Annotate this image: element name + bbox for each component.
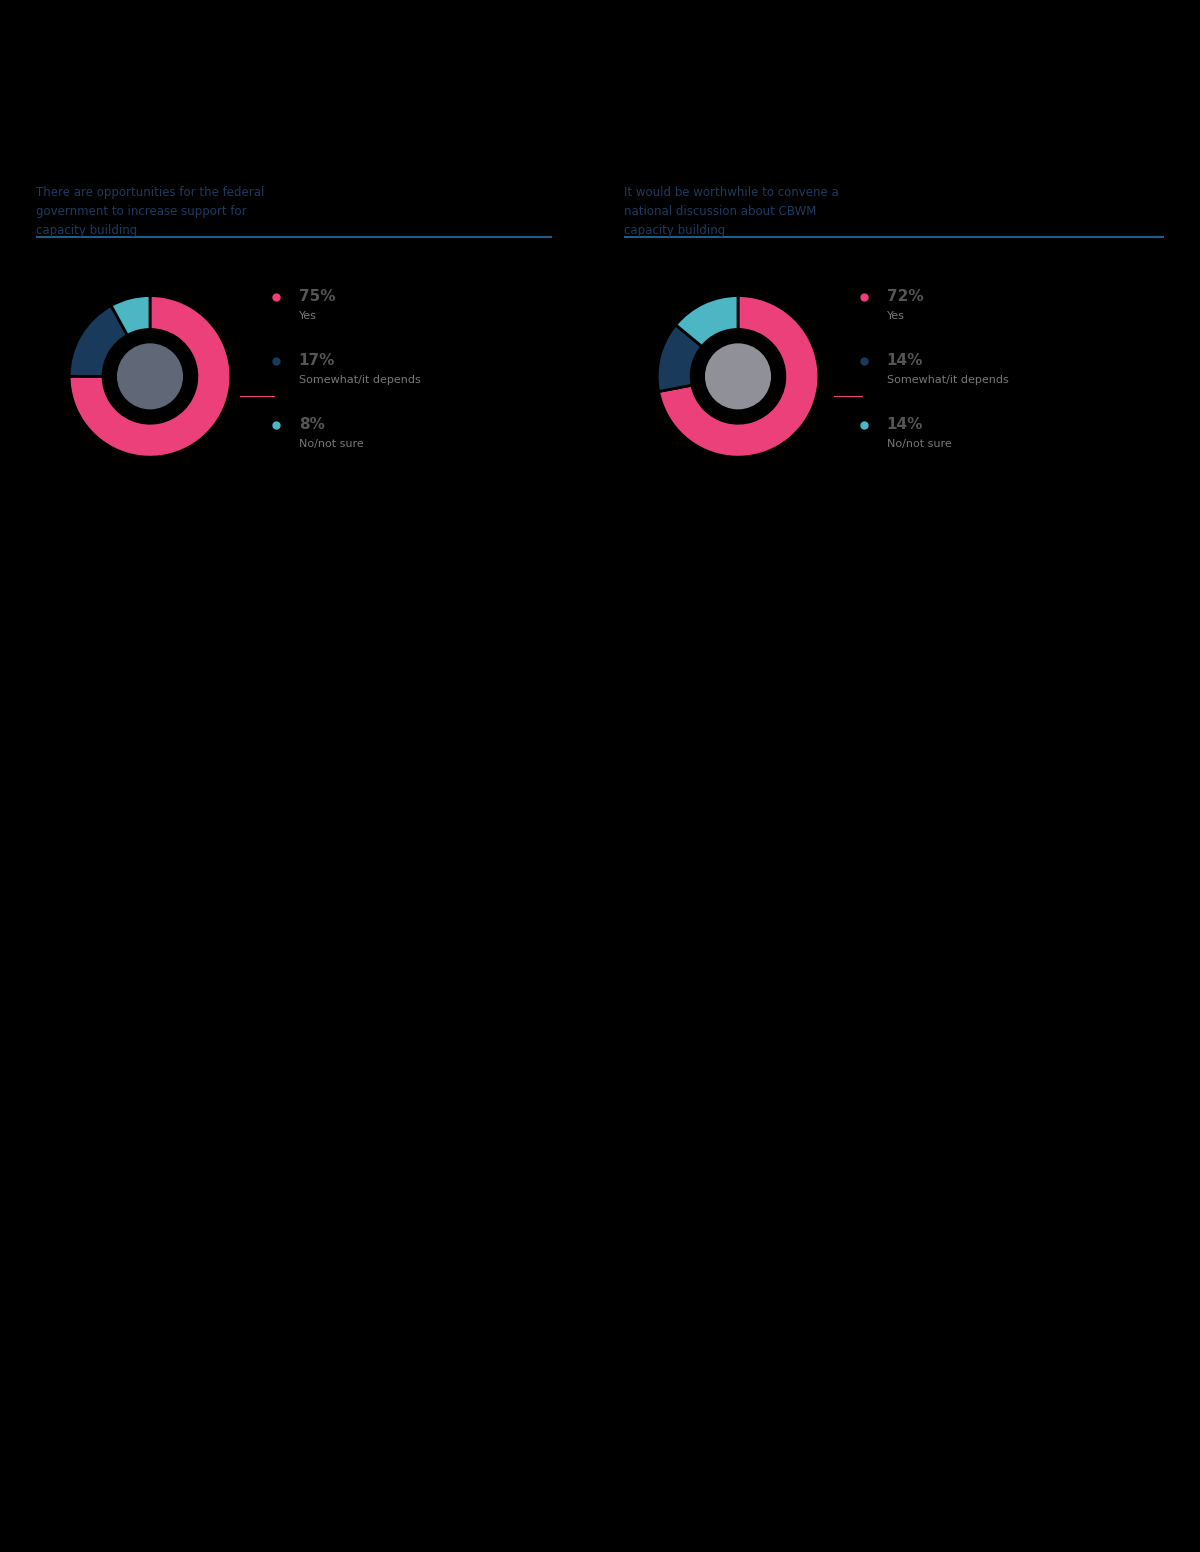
Text: No/not sure: No/not sure (299, 439, 364, 449)
Text: Yes: Yes (299, 312, 317, 321)
Text: No/not sure: No/not sure (887, 439, 952, 449)
Wedge shape (70, 295, 230, 458)
Text: Yes: Yes (887, 312, 905, 321)
Text: Somewhat/it depends: Somewhat/it depends (887, 376, 1008, 385)
Text: 75%: 75% (299, 289, 335, 304)
Circle shape (704, 343, 772, 410)
Circle shape (706, 345, 770, 408)
Text: 14%: 14% (887, 354, 923, 368)
Wedge shape (658, 324, 702, 391)
Wedge shape (70, 306, 127, 376)
Text: 72%: 72% (887, 289, 924, 304)
Wedge shape (676, 295, 738, 346)
Text: 17%: 17% (299, 354, 335, 368)
Text: 8%: 8% (299, 417, 325, 433)
Text: There are opportunities for the federal
government to increase support for
capac: There are opportunities for the federal … (36, 186, 264, 237)
Text: Somewhat/it depends: Somewhat/it depends (299, 376, 420, 385)
Wedge shape (659, 295, 818, 458)
Circle shape (116, 343, 184, 410)
Text: It would be worthwhile to convene a
national discussion about CBWM
capacity buil: It would be worthwhile to convene a nati… (624, 186, 839, 237)
Wedge shape (112, 295, 150, 335)
Text: 14%: 14% (887, 417, 923, 433)
Circle shape (118, 345, 182, 408)
